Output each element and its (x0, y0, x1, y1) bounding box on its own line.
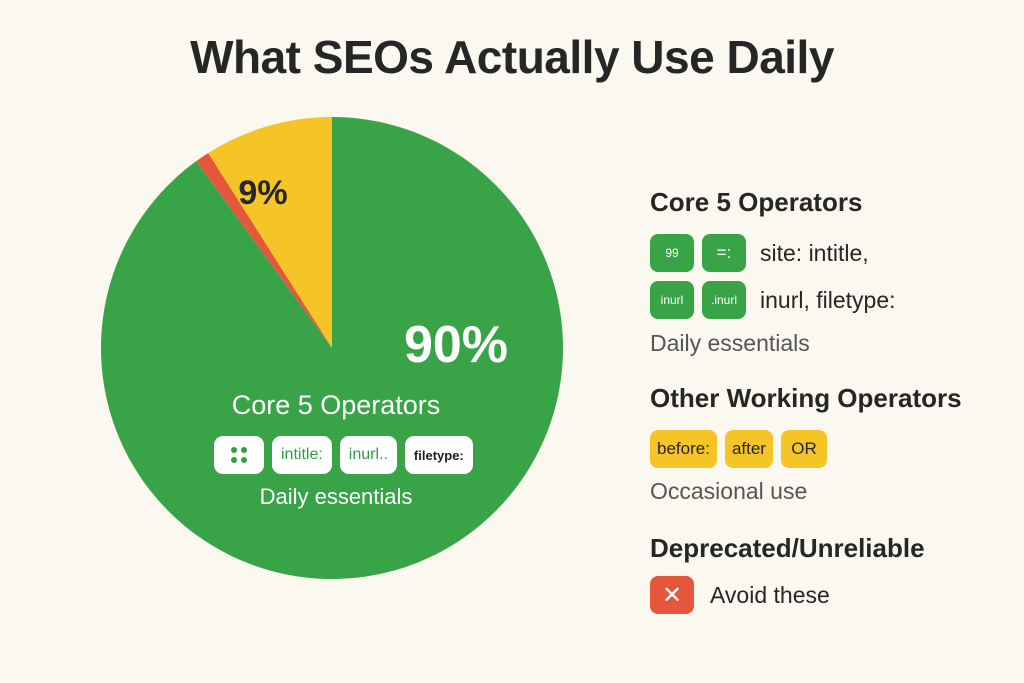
or-chip: OR (780, 430, 827, 468)
slice-label-other: 9% (238, 174, 287, 212)
deprecated-row: ✕ Avoid these (650, 576, 830, 614)
pie-slice-1 (196, 152, 332, 348)
after-chip: after (724, 430, 773, 468)
pie-core-note: Daily essentials (259, 484, 413, 509)
core-heading: Core 5 Operators (650, 187, 863, 217)
pie-tag-intitle: intitle: (272, 436, 332, 474)
pie-core-tags: intitle: inurl.. filetype: (214, 436, 473, 474)
equals-chip: =: (702, 234, 746, 272)
pie-tag-grid (214, 436, 264, 474)
pie-core-heading: Core 5 Operators (231, 390, 441, 420)
dots-grid-icon (231, 447, 247, 463)
page-title: What SEOs Actually Use Daily (190, 31, 834, 83)
inurl-chip: inurl (650, 281, 694, 319)
core-ops-1: site: intitle, (760, 239, 869, 266)
deprecated-note: Avoid these (710, 581, 830, 608)
quote-chip: 99 (650, 234, 694, 272)
pie-tag-filetype: filetype: (404, 436, 473, 474)
other-heading: Other Working Operators (650, 383, 962, 413)
dot-inurl-chip: .inurl (702, 281, 746, 319)
pie-tag-inurl: inurl.. (339, 436, 397, 474)
core-row-1: 99 =: site: intitle, (650, 234, 869, 272)
deprecated-heading: Deprecated/Unreliable (650, 533, 925, 563)
pie-slice-2 (208, 117, 332, 348)
core-note: Daily essentials (650, 330, 810, 356)
core-row-2: inurl .inurl inurl, filetype: (650, 281, 896, 319)
slice-label-core: 90% (404, 316, 508, 374)
other-note: Occasional use (650, 478, 808, 504)
close-icon: ✕ (650, 576, 694, 614)
before-chip: before: (650, 430, 717, 468)
other-chips: before: after OR (650, 430, 827, 468)
core-ops-2: inurl, filetype: (760, 286, 896, 313)
